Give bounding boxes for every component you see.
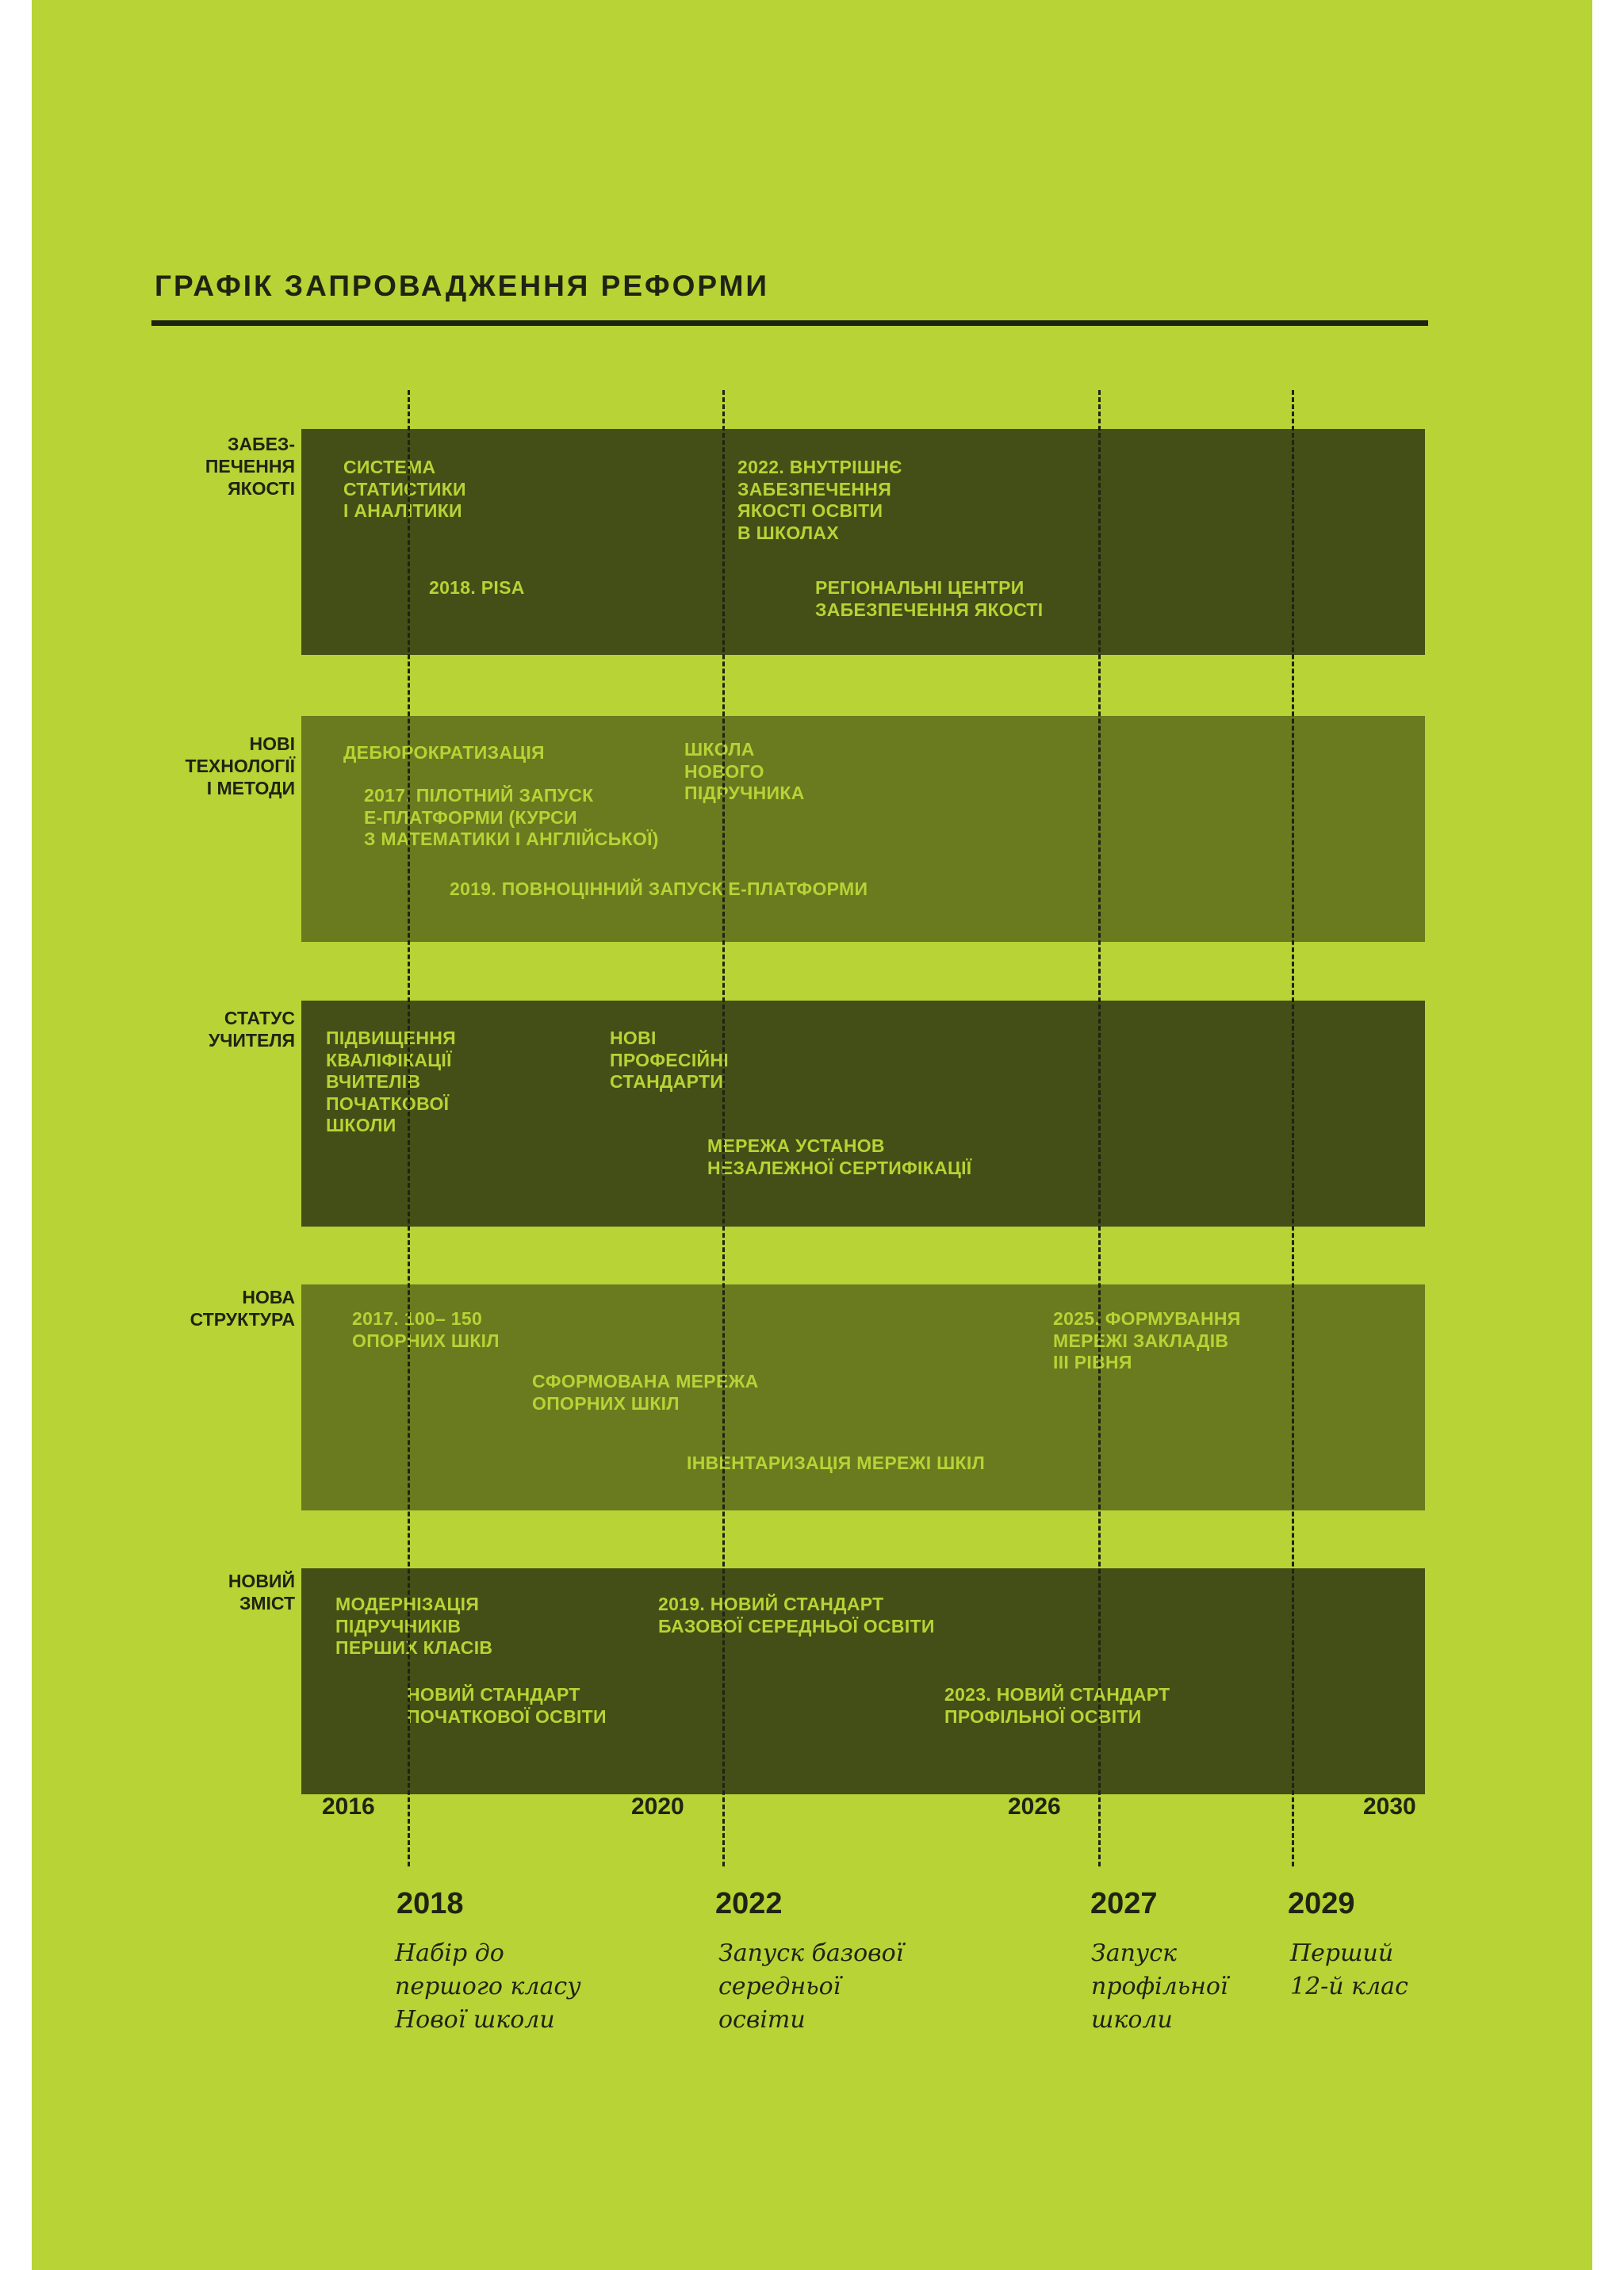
milestone-text-2022: Запуск базової середньої освіти — [718, 1939, 904, 2034]
band-teacher-status — [301, 1001, 1425, 1227]
item-debureaucratization: ДЕБЮРОКРАТИЗАЦІЯ — [343, 742, 545, 763]
item-eplatform-full: 2019. ПОВНОЦІННИЙ ЗАПУСК Е-ПЛАТФОРМИ — [450, 879, 868, 899]
page-title: ГРАФІК ЗАПРОВАДЖЕННЯ РЕФОРМИ — [155, 270, 769, 302]
item-eplatform-pilot: 2017. ПІЛОТНИЙ ЗАПУСК Е-ПЛАТФОРМИ (КУРСИ… — [364, 785, 659, 849]
item-hub-schools-network: СФОРМОВАНА МЕРЕЖА ОПОРНИХ ШКІЛ — [532, 1371, 759, 1414]
item-certification-network: МЕРЕЖА УСТАНОВ НЕЗАЛЕЖНОЇ СЕРТИФІКАЦІЇ — [707, 1135, 972, 1178]
axis-year-2016: 2016 — [322, 1793, 375, 1820]
row-label-teacher-status: СТАТУС УЧИТЕЛЯ — [208, 1008, 295, 1051]
milestone-year-2018: 2018 — [396, 1887, 464, 1920]
item-new-textbook-school: ШКОЛА НОВОГО ПІДРУЧНИКА — [684, 739, 805, 803]
item-statistics-system: СИСТЕМА СТАТИСТИКИ І АНАЛІТИКИ — [343, 457, 466, 521]
milestone-text-2018: Набір до першого класу Нової школи — [395, 1939, 581, 2034]
item-regional-centers: РЕГІОНАЛЬНІ ЦЕНТРИ ЗАБЕЗПЕЧЕННЯ ЯКОСТІ — [815, 577, 1044, 620]
milestone-year-2029: 2029 — [1288, 1887, 1355, 1920]
item-professional-standards: НОВІ ПРОФЕСІЙНІ СТАНДАРТИ — [610, 1028, 729, 1092]
milestone-line-2029 — [1292, 390, 1294, 1866]
band-content — [301, 1568, 1425, 1794]
item-profile-standard: 2023. НОВИЙ СТАНДАРТ ПРОФІЛЬНОЇ ОСВІТИ — [944, 1684, 1170, 1727]
milestone-text-2027: Запуск профільної школи — [1091, 1939, 1228, 2034]
row-label-content: НОВИЙ ЗМІСТ — [228, 1571, 295, 1613]
item-school-inventory: ІНВЕНТАРИЗАЦІЯ МЕРЕЖІ ШКІЛ — [687, 1453, 986, 1473]
page: ГРАФІК ЗАПРОВАДЖЕННЯ РЕФОРМИ ЗАБЕЗ- ПЕЧЕ… — [32, 0, 1592, 2270]
item-basic-secondary-standard: 2019. НОВИЙ СТАНДАРТ БАЗОВОЇ СЕРЕДНЬОЇ О… — [658, 1594, 935, 1636]
item-teacher-qualification: ПІДВИЩЕННЯ КВАЛІФІКАЦІЇ ВЧИТЕЛІВ ПОЧАТКО… — [326, 1028, 456, 1135]
row-label-technologies: НОВІ ТЕХНОЛОГІЇ І МЕТОДИ — [185, 733, 295, 798]
axis-year-2020: 2020 — [631, 1793, 684, 1820]
band-quality — [301, 429, 1425, 655]
item-level-three-network: 2025. ФОРМУВАННЯ МЕРЕЖІ ЗАКЛАДІВ ІІІ РІВ… — [1053, 1308, 1241, 1372]
band-technologies — [301, 716, 1425, 942]
item-internal-quality: 2022. ВНУТРІШНЄ ЗАБЕЗПЕЧЕННЯ ЯКОСТІ ОСВІ… — [737, 457, 902, 543]
row-label-structure: НОВА СТРУКТУРА — [190, 1287, 295, 1330]
milestone-year-2022: 2022 — [715, 1887, 783, 1920]
milestone-year-2027: 2027 — [1090, 1887, 1158, 1920]
title-divider — [151, 320, 1428, 326]
item-textbook-modernization: МОДЕРНІЗАЦІЯ ПІДРУЧНИКІВ ПЕРШИХ КЛАСІВ — [335, 1594, 493, 1658]
row-label-quality: ЗАБЕЗ- ПЕЧЕННЯ ЯКОСТІ — [205, 434, 295, 499]
milestone-line-2018 — [408, 390, 410, 1866]
milestone-line-2027 — [1098, 390, 1101, 1866]
item-pisa: 2018. PISA — [429, 577, 525, 598]
item-hub-schools-2017: 2017. 100– 150 ОПОРНИХ ШКІЛ — [352, 1308, 500, 1351]
milestone-text-2029: Перший 12-й клас — [1290, 1939, 1408, 2000]
item-primary-standard: НОВИЙ СТАНДАРТ ПОЧАТКОВОЇ ОСВІТИ — [407, 1684, 607, 1727]
milestone-line-2022 — [722, 390, 725, 1866]
axis-year-2030: 2030 — [1363, 1793, 1416, 1820]
axis-year-2026: 2026 — [1008, 1793, 1061, 1820]
band-structure — [301, 1284, 1425, 1510]
